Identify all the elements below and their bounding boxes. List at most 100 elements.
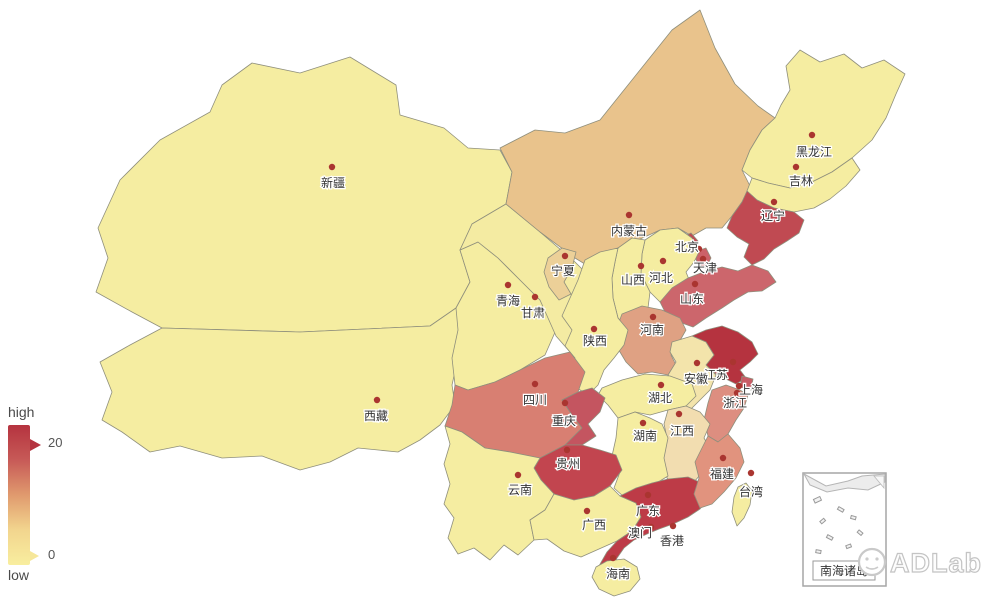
province-dot-guizhou	[563, 446, 571, 454]
legend-max-value: 20	[48, 435, 63, 450]
adlab-logo-eye-icon	[865, 557, 869, 561]
visualmap-legend: high 20 0 low	[8, 404, 78, 583]
province-label-henan: 河南	[640, 322, 664, 337]
adlab-logo-icon	[857, 547, 887, 577]
province-label-shanghai: 上海	[739, 382, 763, 397]
province-label-guangdong: 广东	[636, 504, 660, 518]
legend-max-handle[interactable]	[30, 439, 41, 451]
province-liaoning[interactable]	[726, 190, 805, 266]
province-label-neimenggu: 内蒙古	[611, 223, 647, 238]
province-dot-beijing	[695, 245, 703, 253]
province-dot-hunan	[639, 419, 647, 427]
adlab-watermark: ADLab	[857, 547, 982, 579]
legend-low-label: low	[8, 567, 30, 583]
legend-min-handle[interactable]	[30, 551, 39, 561]
province-dots	[328, 131, 816, 562]
province-label-shanxi: 山西	[621, 273, 645, 287]
province-label-aomen: 澳门	[628, 525, 652, 540]
province-label-guangxi: 广西	[582, 518, 606, 532]
province-dot-xinjiang	[328, 163, 336, 171]
province-dot-guangdong	[644, 491, 652, 499]
inset-corner-shape	[873, 475, 885, 490]
province-shaanxi[interactable]	[561, 247, 629, 396]
province-dot-aomen	[647, 523, 655, 531]
province-label-shaanxi: 陕西	[583, 333, 607, 348]
province-hunan[interactable]	[611, 411, 669, 498]
province-label-hubei: 湖北	[648, 390, 672, 405]
province-label-fujian: 福建	[710, 466, 734, 481]
legend-gradient-bar[interactable]	[8, 425, 30, 565]
province-dot-hainan	[609, 554, 617, 562]
province-dot-sichuan	[531, 380, 539, 388]
legend-min-value: 0	[48, 547, 56, 562]
province-label-hunan: 湖南	[633, 428, 657, 443]
province-label-hebei: 河北	[649, 271, 673, 285]
inset-islands	[812, 495, 864, 555]
adlab-text: ADLab	[890, 548, 982, 578]
province-label-hainan: 海南	[606, 566, 630, 581]
inset-coastline	[802, 472, 886, 493]
province-dot-shaanxi	[590, 325, 598, 333]
province-dot-xianggang	[669, 522, 677, 530]
province-label-beijing: 北京	[675, 240, 699, 254]
province-dot-ningxia	[561, 252, 569, 260]
province-chongqing[interactable]	[561, 387, 606, 446]
province-dot-heilongjiang	[808, 131, 816, 139]
province-dot-chongqing	[561, 399, 569, 407]
province-dot-shandong	[691, 280, 699, 288]
province-dot-shanxi	[637, 262, 645, 270]
province-hainan[interactable]	[591, 558, 641, 597]
province-label-sichuan: 四川	[523, 393, 547, 407]
province-shandong[interactable]	[659, 264, 777, 328]
legend-bar-wrap: 20 0	[8, 425, 78, 567]
province-label-liaoning: 辽宁	[761, 208, 785, 223]
province-dot-hebei	[659, 257, 667, 265]
province-dot-fujian	[719, 454, 727, 462]
province-label-jiangxi: 江西	[670, 424, 694, 438]
province-dot-tianjin	[699, 255, 707, 263]
province-label-taiwan: 台湾	[739, 484, 763, 499]
province-label-guizhou: 贵州	[556, 457, 580, 471]
province-dot-taiwan	[747, 469, 755, 477]
province-label-jilin: 吉林	[789, 174, 813, 188]
province-label-chongqing: 重庆	[552, 414, 576, 428]
province-dot-jilin	[792, 163, 800, 171]
province-label-xizang: 西藏	[364, 409, 388, 423]
province-dot-anhui	[693, 359, 701, 367]
province-dot-xizang	[373, 396, 381, 404]
adlab-logo-mouth-icon	[865, 566, 879, 570]
province-label-qinghai: 青海	[496, 293, 520, 308]
province-heilongjiang[interactable]	[741, 49, 906, 189]
province-dot-shanghai	[735, 382, 743, 390]
province-label-xianggang: 香港	[660, 534, 684, 548]
province-dot-yunnan	[514, 471, 522, 479]
inset-label: 南海诸岛	[820, 563, 868, 578]
province-xinjiang[interactable]	[95, 56, 513, 333]
province-dot-liaoning	[770, 198, 778, 206]
province-xizang[interactable]	[99, 307, 463, 471]
legend-high-label: high	[8, 404, 35, 420]
province-label-ningxia: 宁夏	[551, 263, 575, 278]
adlab-logo-eye-icon	[875, 557, 879, 561]
province-label-heilongjiang: 黑龙江	[796, 145, 832, 159]
province-label-jiangsu: 江苏	[704, 368, 728, 382]
province-dot-hubei	[657, 381, 665, 389]
province-dot-qinghai	[504, 281, 512, 289]
province-fujian[interactable]	[693, 433, 745, 509]
province-dot-gansu	[531, 293, 539, 301]
province-dot-henan	[649, 313, 657, 321]
province-taiwan[interactable]	[731, 482, 753, 527]
province-dot-neimenggu	[625, 211, 633, 219]
province-guangdong[interactable]	[598, 476, 711, 577]
province-dot-jiangsu	[729, 358, 737, 366]
province-label-zhejiang: 浙江	[723, 396, 747, 410]
province-dot-guangxi	[583, 507, 591, 515]
province-label-shandong: 山东	[680, 292, 704, 306]
province-ningxia[interactable]	[543, 247, 577, 301]
province-yunnan[interactable]	[443, 425, 555, 561]
province-dot-zhejiang	[733, 389, 741, 397]
